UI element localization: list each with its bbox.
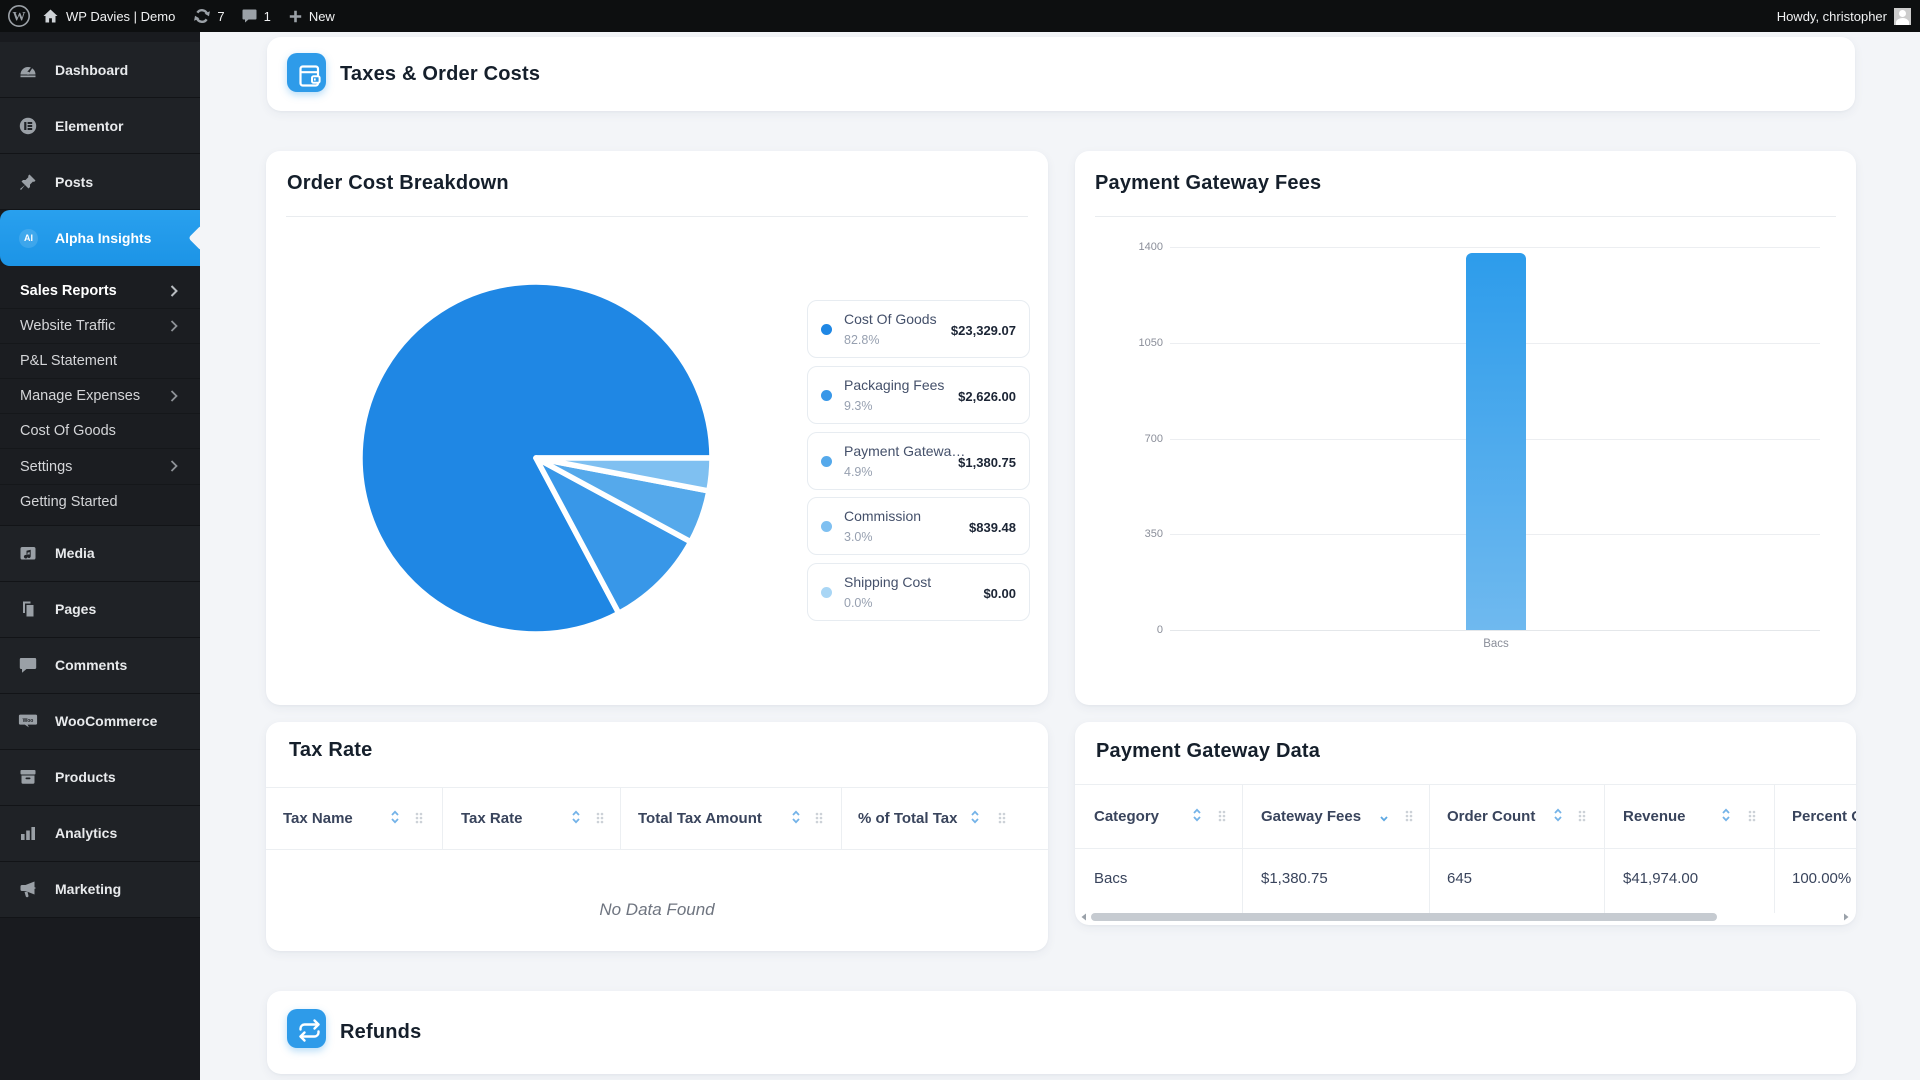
svg-text:W: W [13, 8, 26, 23]
svg-text:Woo: Woo [23, 718, 34, 724]
